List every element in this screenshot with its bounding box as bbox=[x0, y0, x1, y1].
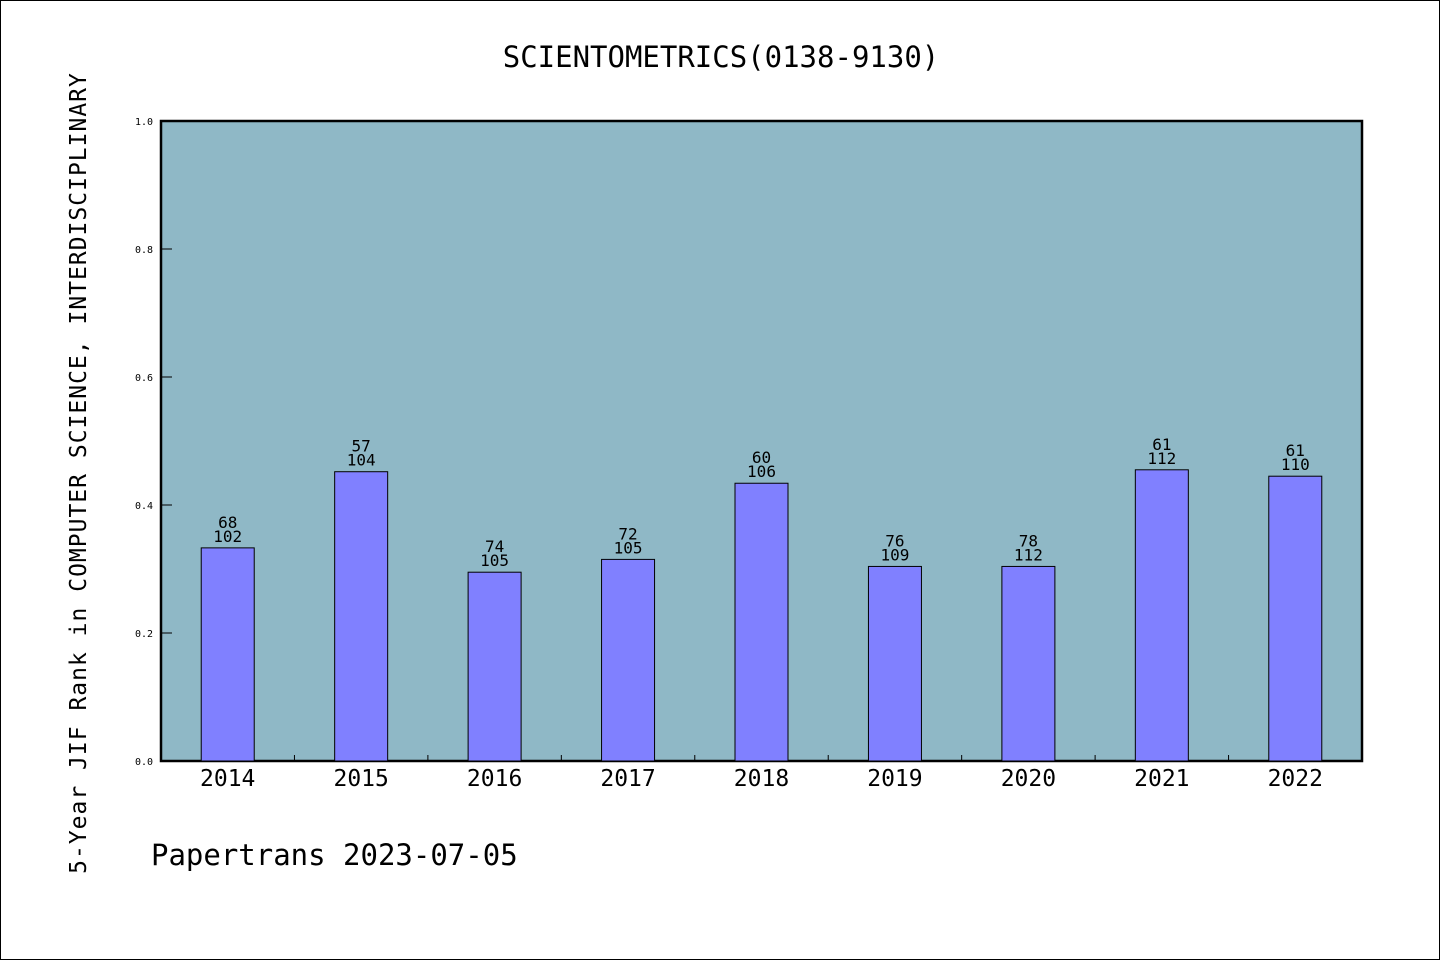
x-tick-label: 2020 bbox=[1001, 766, 1056, 792]
x-axis-ticks: 2014 2015 2016 2017 2018 2019 2020 2021 2022 bbox=[200, 755, 1323, 792]
bar-label-total: 105 bbox=[614, 538, 643, 557]
bar bbox=[1134, 469, 1189, 762]
x-tick-label: 2016 bbox=[467, 766, 522, 792]
bar-label-total: 112 bbox=[1014, 545, 1043, 564]
bar bbox=[601, 558, 656, 762]
bar-label-rank: 76 bbox=[885, 531, 904, 550]
bar-label-total: 105 bbox=[480, 551, 509, 570]
bar bbox=[867, 565, 922, 762]
bar-label-total: 106 bbox=[747, 462, 776, 481]
y-tick-label: 0.4 bbox=[135, 501, 153, 512]
chart-title: SCIENTOMETRICS(0138-9130) bbox=[503, 40, 940, 74]
bar-label-rank: 61 bbox=[1152, 435, 1171, 454]
bar-label-rank: 74 bbox=[485, 537, 504, 556]
y-tick-label: 0.2 bbox=[135, 629, 153, 640]
bar-label-rank: 57 bbox=[352, 437, 371, 456]
bar-label-rank: 60 bbox=[752, 448, 771, 467]
y-tick-label: 0.0 bbox=[135, 757, 153, 768]
footer-credit: Papertrans 2023-07-05 bbox=[151, 838, 518, 872]
bar bbox=[1001, 565, 1056, 762]
bar bbox=[734, 482, 789, 762]
bar-label-total: 102 bbox=[213, 527, 242, 546]
bar bbox=[334, 471, 389, 762]
bar-label-rank: 72 bbox=[618, 524, 637, 543]
y-axis-ticks: 0.0 0.2 0.4 0.6 0.8 1.0 bbox=[135, 117, 172, 768]
bar-labels: 6810257104741057210560106761097811261112… bbox=[213, 435, 1309, 570]
bar-label-total: 112 bbox=[1147, 449, 1176, 468]
x-tick-label: 2015 bbox=[333, 766, 388, 792]
bars bbox=[200, 469, 1323, 762]
bar-label-total: 109 bbox=[880, 545, 909, 564]
x-tick-label: 2022 bbox=[1268, 766, 1323, 792]
x-tick-label: 2021 bbox=[1134, 766, 1189, 792]
y-axis-label: 5-Year JIF Rank in COMPUTER SCIENCE, INT… bbox=[66, 72, 92, 874]
bar-label-rank: 78 bbox=[1019, 531, 1038, 550]
y-tick-label: 1.0 bbox=[135, 117, 153, 128]
x-tick-label: 2019 bbox=[867, 766, 922, 792]
bar bbox=[200, 547, 255, 762]
x-tick-label: 2017 bbox=[600, 766, 655, 792]
bar-label-rank: 68 bbox=[218, 513, 237, 532]
x-tick-label: 2014 bbox=[200, 766, 255, 792]
bar bbox=[467, 571, 522, 762]
bar-label-total: 110 bbox=[1281, 455, 1310, 474]
bar-label-total: 104 bbox=[347, 451, 376, 470]
bar bbox=[1268, 475, 1323, 762]
x-tick-label: 2018 bbox=[734, 766, 789, 792]
bar-label-rank: 61 bbox=[1286, 441, 1305, 460]
y-tick-label: 0.8 bbox=[135, 245, 153, 256]
y-tick-label: 0.6 bbox=[135, 373, 153, 384]
